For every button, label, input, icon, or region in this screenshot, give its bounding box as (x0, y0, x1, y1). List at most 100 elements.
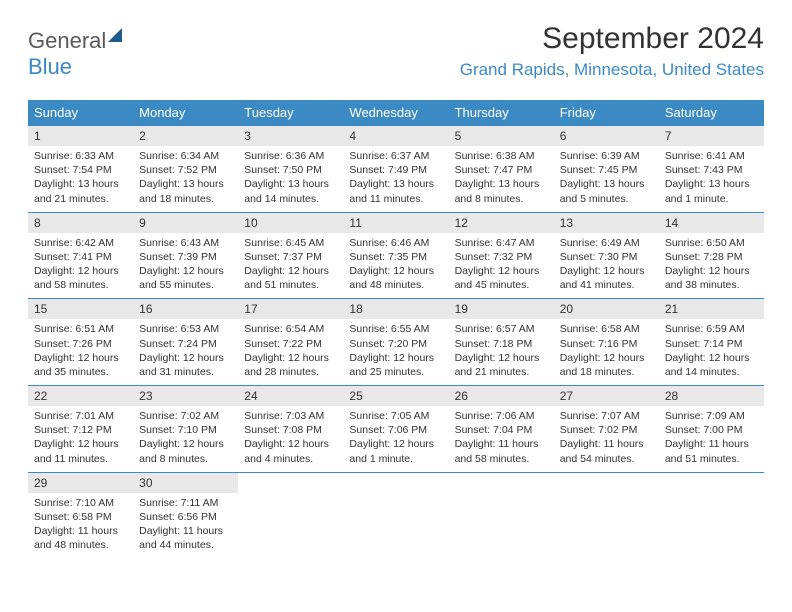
sunrise-text: Sunrise: 7:10 AM (34, 496, 127, 510)
day-number: 3 (238, 126, 343, 146)
day-number: 7 (659, 126, 764, 146)
sunset-text: Sunset: 7:06 PM (349, 423, 442, 437)
daylight-text: Daylight: 13 hours and 5 minutes. (560, 177, 653, 205)
day-cell: 28Sunrise: 7:09 AMSunset: 7:00 PMDayligh… (659, 386, 764, 472)
week-row: 15Sunrise: 6:51 AMSunset: 7:26 PMDayligh… (28, 298, 764, 385)
day-cell: 4Sunrise: 6:37 AMSunset: 7:49 PMDaylight… (343, 126, 448, 212)
day-number: 12 (449, 213, 554, 233)
sunrise-text: Sunrise: 6:39 AM (560, 149, 653, 163)
day-number: 4 (343, 126, 448, 146)
day-info: Sunrise: 7:09 AMSunset: 7:00 PMDaylight:… (659, 406, 764, 466)
empty-cell (343, 473, 448, 559)
sunrise-text: Sunrise: 6:55 AM (349, 322, 442, 336)
day-number: 27 (554, 386, 659, 406)
weeks-container: 1Sunrise: 6:33 AMSunset: 7:54 PMDaylight… (28, 125, 764, 558)
day-header-tuesday: Tuesday (238, 100, 343, 125)
day-number: 28 (659, 386, 764, 406)
day-cell: 8Sunrise: 6:42 AMSunset: 7:41 PMDaylight… (28, 213, 133, 299)
sunrise-text: Sunrise: 6:37 AM (349, 149, 442, 163)
day-info: Sunrise: 6:55 AMSunset: 7:20 PMDaylight:… (343, 319, 448, 379)
day-info: Sunrise: 6:46 AMSunset: 7:35 PMDaylight:… (343, 233, 448, 293)
sunset-text: Sunset: 7:14 PM (665, 337, 758, 351)
day-cell: 21Sunrise: 6:59 AMSunset: 7:14 PMDayligh… (659, 299, 764, 385)
daylight-text: Daylight: 12 hours and 31 minutes. (139, 351, 232, 379)
day-info: Sunrise: 6:41 AMSunset: 7:43 PMDaylight:… (659, 146, 764, 206)
sunrise-text: Sunrise: 6:51 AM (34, 322, 127, 336)
sunset-text: Sunset: 7:41 PM (34, 250, 127, 264)
daylight-text: Daylight: 12 hours and 45 minutes. (455, 264, 548, 292)
day-info: Sunrise: 6:53 AMSunset: 7:24 PMDaylight:… (133, 319, 238, 379)
day-cell: 30Sunrise: 7:11 AMSunset: 6:56 PMDayligh… (133, 473, 238, 559)
sunset-text: Sunset: 7:50 PM (244, 163, 337, 177)
sunrise-text: Sunrise: 6:53 AM (139, 322, 232, 336)
sunrise-text: Sunrise: 6:45 AM (244, 236, 337, 250)
sunrise-text: Sunrise: 6:47 AM (455, 236, 548, 250)
daylight-text: Daylight: 12 hours and 48 minutes. (349, 264, 442, 292)
day-cell: 11Sunrise: 6:46 AMSunset: 7:35 PMDayligh… (343, 213, 448, 299)
sunset-text: Sunset: 7:18 PM (455, 337, 548, 351)
day-number: 21 (659, 299, 764, 319)
sunrise-text: Sunrise: 6:46 AM (349, 236, 442, 250)
empty-cell (449, 473, 554, 559)
day-cell: 5Sunrise: 6:38 AMSunset: 7:47 PMDaylight… (449, 126, 554, 212)
day-info: Sunrise: 6:42 AMSunset: 7:41 PMDaylight:… (28, 233, 133, 293)
day-number: 23 (133, 386, 238, 406)
sunset-text: Sunset: 6:58 PM (34, 510, 127, 524)
sunset-text: Sunset: 7:02 PM (560, 423, 653, 437)
empty-cell (659, 473, 764, 559)
day-header-wednesday: Wednesday (343, 100, 448, 125)
daylight-text: Daylight: 12 hours and 1 minute. (349, 437, 442, 465)
daylight-text: Daylight: 12 hours and 25 minutes. (349, 351, 442, 379)
sunset-text: Sunset: 7:26 PM (34, 337, 127, 351)
day-info: Sunrise: 6:59 AMSunset: 7:14 PMDaylight:… (659, 319, 764, 379)
sunrise-text: Sunrise: 6:57 AM (455, 322, 548, 336)
day-info: Sunrise: 6:45 AMSunset: 7:37 PMDaylight:… (238, 233, 343, 293)
sunrise-text: Sunrise: 6:41 AM (665, 149, 758, 163)
day-info: Sunrise: 7:06 AMSunset: 7:04 PMDaylight:… (449, 406, 554, 466)
sunset-text: Sunset: 7:16 PM (560, 337, 653, 351)
day-number: 9 (133, 213, 238, 233)
sunrise-text: Sunrise: 6:59 AM (665, 322, 758, 336)
sunset-text: Sunset: 7:22 PM (244, 337, 337, 351)
sunset-text: Sunset: 7:28 PM (665, 250, 758, 264)
sunset-text: Sunset: 7:43 PM (665, 163, 758, 177)
day-cell: 15Sunrise: 6:51 AMSunset: 7:26 PMDayligh… (28, 299, 133, 385)
day-cell: 2Sunrise: 6:34 AMSunset: 7:52 PMDaylight… (133, 126, 238, 212)
day-number: 24 (238, 386, 343, 406)
daylight-text: Daylight: 13 hours and 1 minute. (665, 177, 758, 205)
sunrise-text: Sunrise: 6:34 AM (139, 149, 232, 163)
day-header-sunday: Sunday (28, 100, 133, 125)
daylight-text: Daylight: 13 hours and 8 minutes. (455, 177, 548, 205)
week-row: 29Sunrise: 7:10 AMSunset: 6:58 PMDayligh… (28, 472, 764, 559)
sunrise-text: Sunrise: 6:43 AM (139, 236, 232, 250)
day-cell: 7Sunrise: 6:41 AMSunset: 7:43 PMDaylight… (659, 126, 764, 212)
daylight-text: Daylight: 12 hours and 51 minutes. (244, 264, 337, 292)
daylight-text: Daylight: 11 hours and 44 minutes. (139, 524, 232, 552)
day-cell: 24Sunrise: 7:03 AMSunset: 7:08 PMDayligh… (238, 386, 343, 472)
day-info: Sunrise: 6:36 AMSunset: 7:50 PMDaylight:… (238, 146, 343, 206)
sunset-text: Sunset: 7:30 PM (560, 250, 653, 264)
day-number: 2 (133, 126, 238, 146)
sunrise-text: Sunrise: 6:49 AM (560, 236, 653, 250)
sunrise-text: Sunrise: 6:50 AM (665, 236, 758, 250)
day-info: Sunrise: 6:34 AMSunset: 7:52 PMDaylight:… (133, 146, 238, 206)
day-info: Sunrise: 6:38 AMSunset: 7:47 PMDaylight:… (449, 146, 554, 206)
day-info: Sunrise: 6:49 AMSunset: 7:30 PMDaylight:… (554, 233, 659, 293)
week-row: 8Sunrise: 6:42 AMSunset: 7:41 PMDaylight… (28, 212, 764, 299)
header: September 2024 Grand Rapids, Minnesota, … (460, 22, 764, 80)
day-info: Sunrise: 7:03 AMSunset: 7:08 PMDaylight:… (238, 406, 343, 466)
sunrise-text: Sunrise: 6:33 AM (34, 149, 127, 163)
day-header-saturday: Saturday (659, 100, 764, 125)
sunrise-text: Sunrise: 6:58 AM (560, 322, 653, 336)
day-cell: 29Sunrise: 7:10 AMSunset: 6:58 PMDayligh… (28, 473, 133, 559)
daylight-text: Daylight: 12 hours and 28 minutes. (244, 351, 337, 379)
day-number: 8 (28, 213, 133, 233)
daylight-text: Daylight: 12 hours and 8 minutes. (139, 437, 232, 465)
day-info: Sunrise: 7:05 AMSunset: 7:06 PMDaylight:… (343, 406, 448, 466)
daylight-text: Daylight: 13 hours and 14 minutes. (244, 177, 337, 205)
day-cell: 10Sunrise: 6:45 AMSunset: 7:37 PMDayligh… (238, 213, 343, 299)
day-number: 1 (28, 126, 133, 146)
day-cell: 12Sunrise: 6:47 AMSunset: 7:32 PMDayligh… (449, 213, 554, 299)
day-header-monday: Monday (133, 100, 238, 125)
sunrise-text: Sunrise: 7:02 AM (139, 409, 232, 423)
